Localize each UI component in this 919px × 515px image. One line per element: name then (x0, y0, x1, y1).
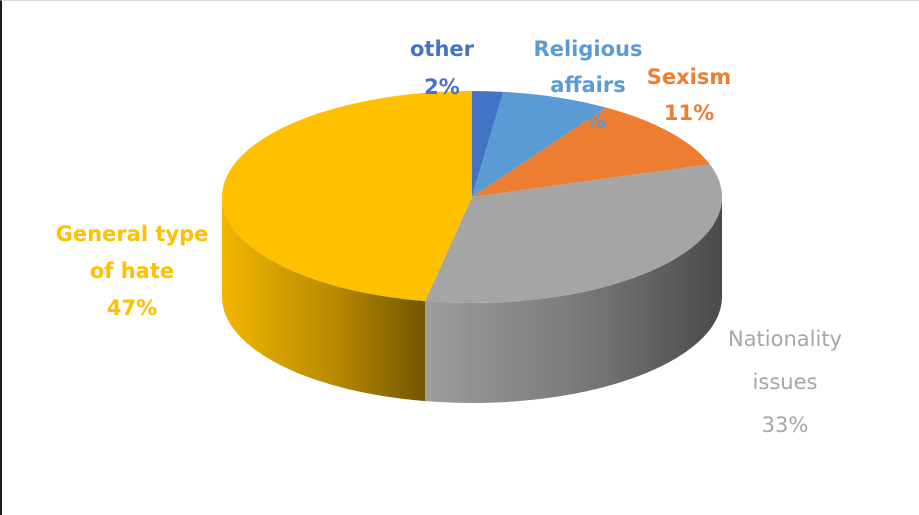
pie-slice-nationality-issues (425, 164, 722, 303)
data-label-name: affairs (550, 73, 625, 97)
data-label-value: 2% (424, 75, 460, 99)
data-label-value: 47% (107, 296, 157, 320)
data-label-name: General type (56, 222, 209, 246)
pie-slice-other (472, 91, 504, 197)
data-label-general-type-of-hate: General type of hate 47% (56, 222, 209, 320)
data-label-religious-affairs: Religious affairs 7% (534, 37, 643, 133)
pie-side-nationality-issues (425, 197, 722, 403)
data-label-name: of hate (90, 259, 174, 283)
pie-slice-sexism (472, 107, 710, 197)
pie-slice-general-type-of-hate (222, 91, 472, 302)
data-label-name: Nationality (728, 327, 842, 351)
data-label-name: issues (753, 370, 818, 394)
data-label-name: other (410, 37, 475, 61)
data-label-other: other 2% (410, 37, 475, 99)
pie-slice-religious-affairs (472, 91, 606, 197)
data-label-value: 11% (664, 101, 714, 125)
data-label-value: 33% (762, 413, 809, 437)
data-label-value: 7% (570, 109, 606, 133)
data-label-sexism: Sexism 11% (647, 65, 732, 125)
data-label-nationality-issues: Nationality issues 33% (728, 327, 842, 437)
pie-side-general-type-of-hate (222, 197, 426, 402)
data-label-name: Sexism (647, 65, 732, 89)
data-label-name: Religious (534, 37, 643, 61)
